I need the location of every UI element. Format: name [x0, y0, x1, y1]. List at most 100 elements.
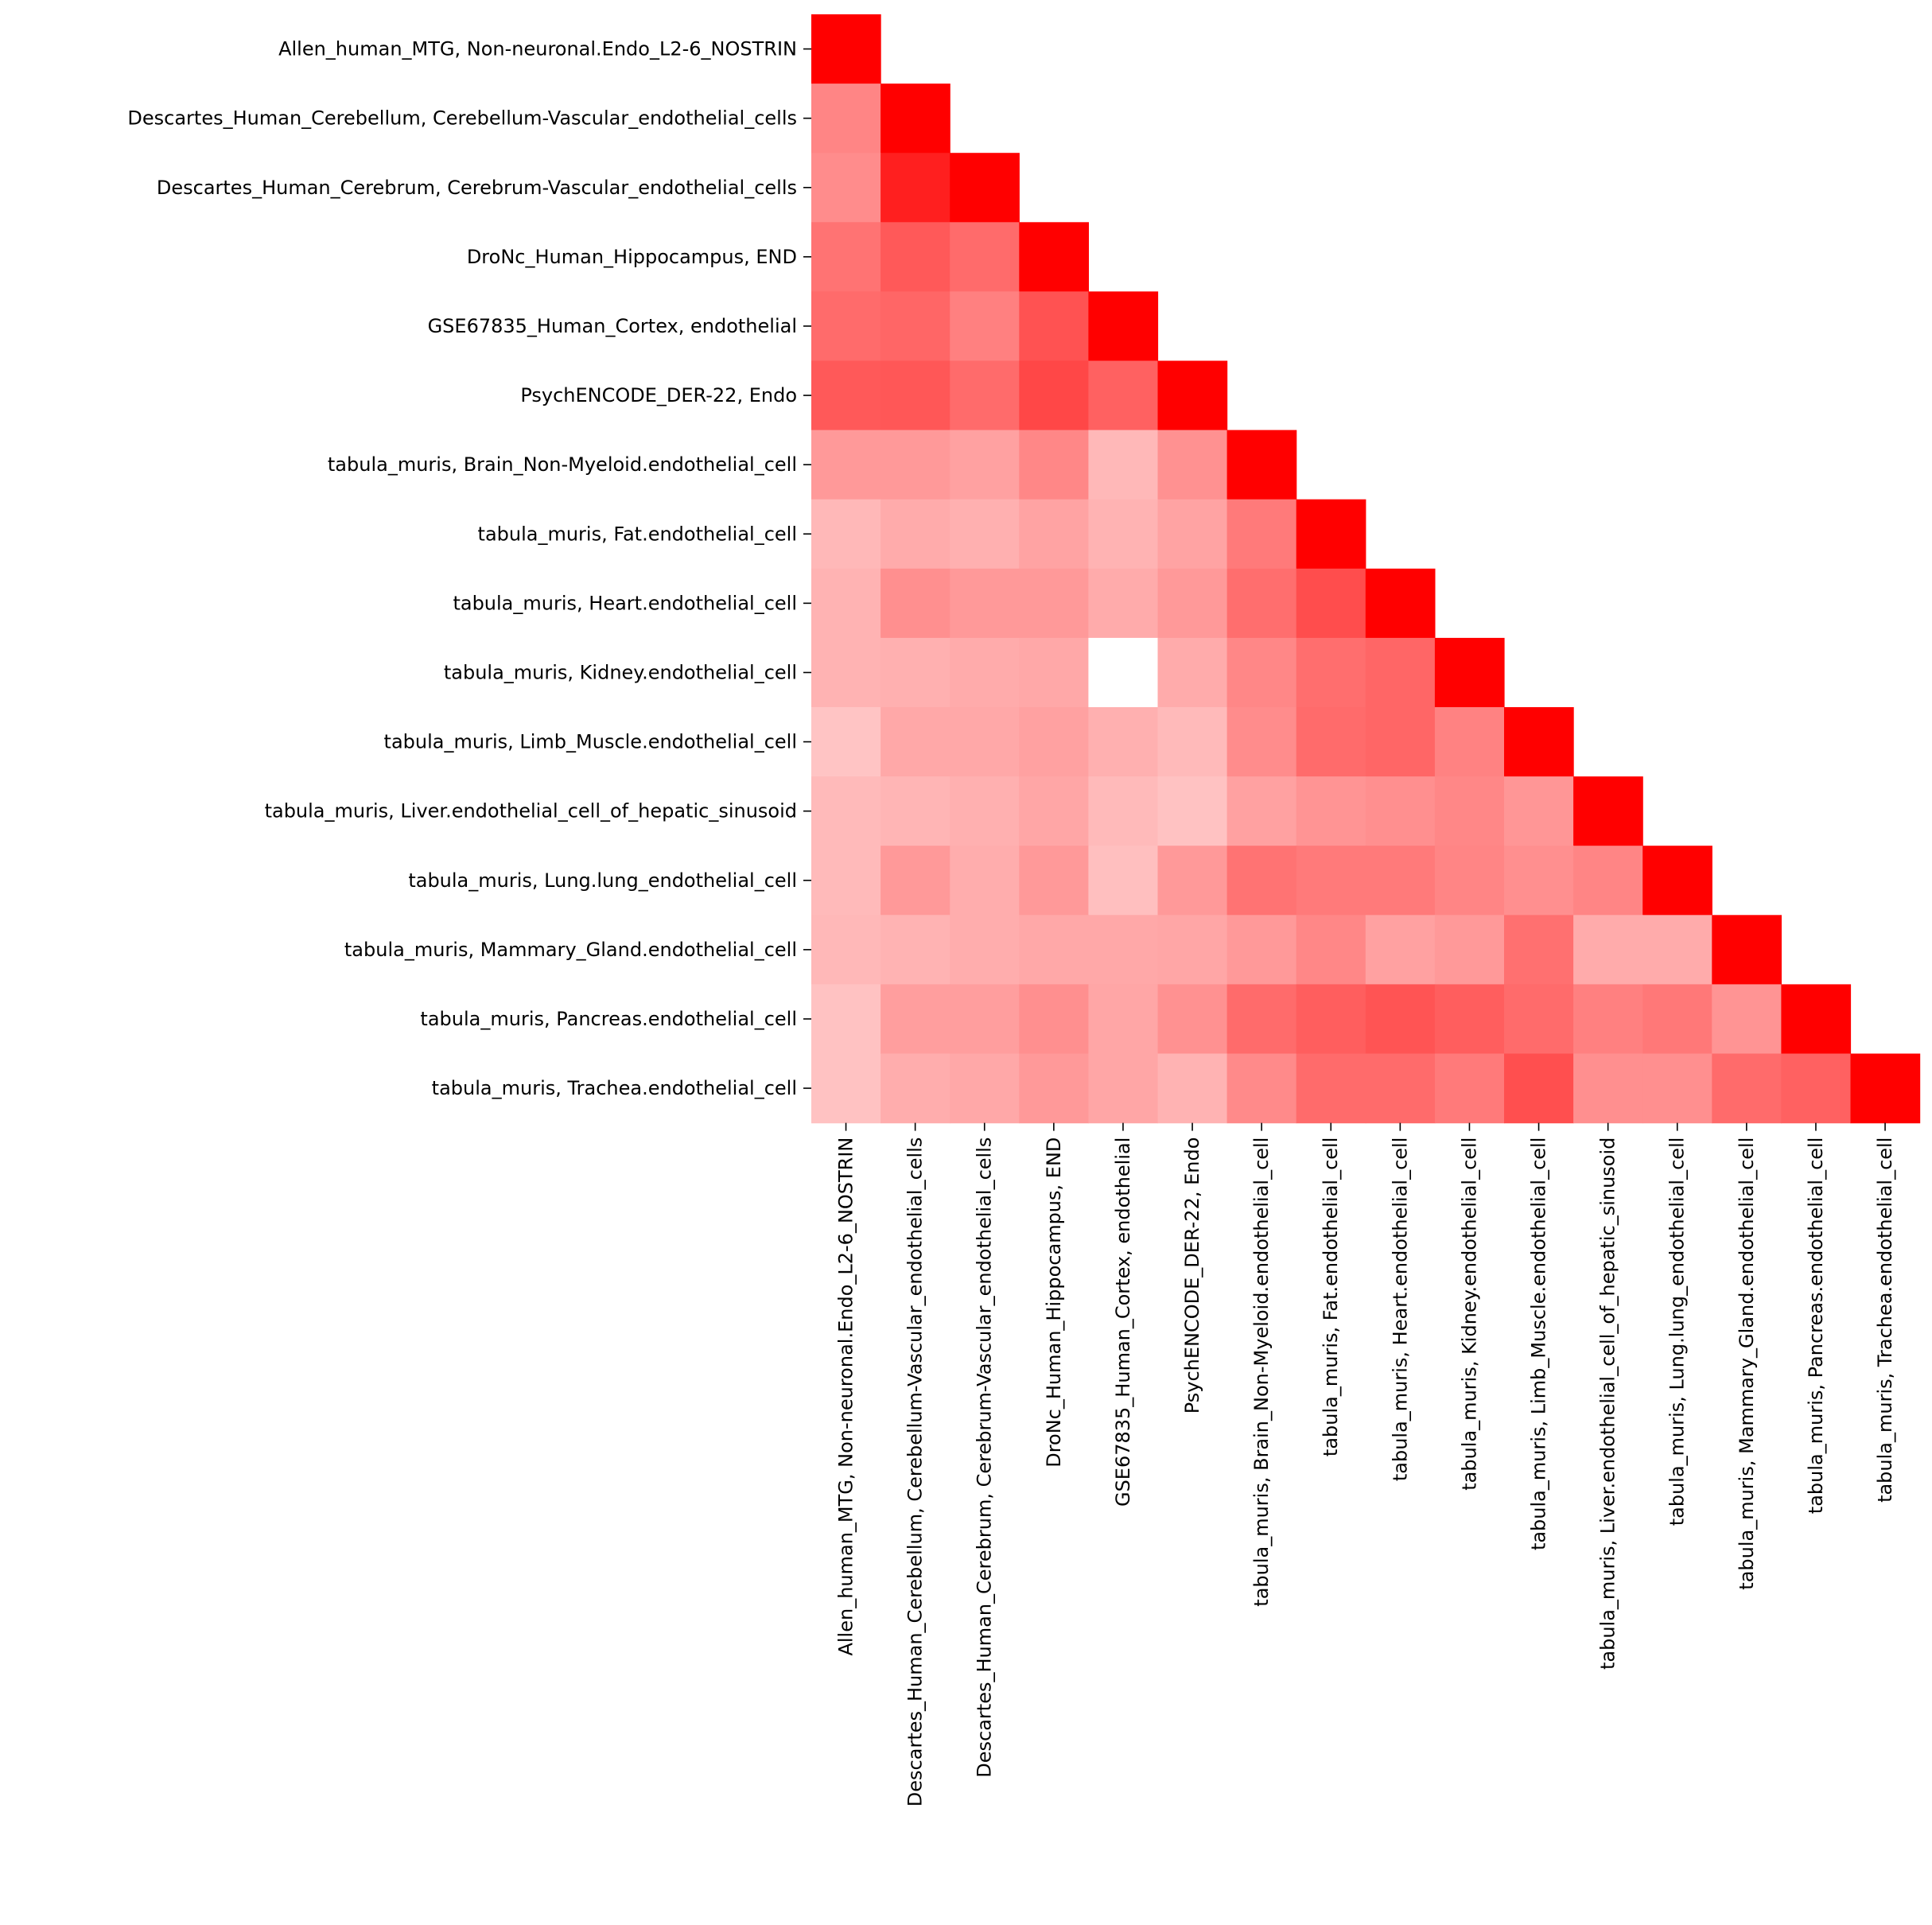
- heatmap-cell: [1365, 637, 1436, 708]
- heatmap-cell: [811, 84, 881, 154]
- heatmap-cell: [1642, 1053, 1712, 1124]
- heatmap-cell: [1157, 430, 1228, 500]
- heatmap-cell: [880, 84, 950, 154]
- heatmap-cell: [1434, 1053, 1505, 1124]
- heatmap-cell: [880, 846, 950, 916]
- heatmap-cell: [950, 222, 1020, 292]
- heatmap-cell: [1573, 915, 1643, 985]
- heatmap-cell: [1504, 1053, 1574, 1124]
- y-tick-label: tabula_muris, Kidney.endothelial_cell: [444, 661, 797, 683]
- heatmap-cell: [1226, 568, 1297, 639]
- heatmap-cell: [880, 707, 950, 777]
- x-tick-label: tabula_muris, Limb_Muscle.endothelial_ce…: [1528, 1138, 1550, 1550]
- heatmap-cell: [880, 984, 950, 1055]
- x-tick-label: tabula_muris, Lung.lung_endothelial_cell: [1666, 1138, 1689, 1526]
- y-tick-label: Descartes_Human_Cerebrum, Cerebrum-Vascu…: [157, 177, 797, 199]
- heatmap-cell: [1365, 568, 1436, 639]
- heatmap-cell: [1434, 776, 1505, 846]
- y-tick-label: tabula_muris, Heart.endothelial_cell: [453, 592, 797, 614]
- heatmap-cell: [811, 846, 881, 916]
- heatmap-cell: [1781, 1053, 1852, 1124]
- heatmap-cell: [1019, 776, 1089, 846]
- heatmap-cell: [1157, 707, 1228, 777]
- heatmap-cell: [1434, 915, 1505, 985]
- heatmap-cell: [1088, 568, 1159, 639]
- heatmap-cell: [1296, 568, 1366, 639]
- heatmap-cell: [1157, 984, 1228, 1055]
- heatmap-cell: [1434, 707, 1505, 777]
- heatmap-cell: [880, 568, 950, 639]
- heatmap-cell: [880, 776, 950, 846]
- heatmap-cell: [1850, 1053, 1921, 1124]
- heatmap-cell: [1365, 707, 1436, 777]
- heatmap-cell: [1226, 430, 1297, 500]
- heatmap-cell: [1088, 291, 1159, 362]
- x-tick-label: tabula_muris, Trachea.endothelial_cell: [1874, 1138, 1896, 1503]
- y-tick-label: tabula_muris, Liver.endothelial_cell_of_…: [265, 800, 797, 822]
- x-tick-label: tabula_muris, Liver.endothelial_cell_of_…: [1597, 1138, 1619, 1670]
- heatmap-cell: [950, 153, 1020, 223]
- y-tick-label: tabula_muris, Fat.endothelial_cell: [478, 523, 797, 545]
- heatmap-cell: [1573, 846, 1643, 916]
- heatmap-cell: [1157, 360, 1228, 431]
- y-tick-label: tabula_muris, Lung.lung_endothelial_cell: [408, 869, 797, 892]
- heatmap-cell: [880, 637, 950, 708]
- heatmap-cell: [1712, 984, 1782, 1055]
- x-axis-labels: Allen_human_MTG, Non-neuronal.Endo_L2-6_…: [835, 1122, 1896, 1807]
- heatmap-cell: [880, 915, 950, 985]
- heatmap-cell: [1781, 984, 1852, 1055]
- heatmap-cell: [1504, 846, 1574, 916]
- heatmap-cell: [1088, 499, 1159, 570]
- heatmap-cell: [1434, 637, 1505, 708]
- heatmap-cell: [1712, 915, 1782, 985]
- heatmap-cell: [1296, 915, 1366, 985]
- heatmap-cell: [1088, 776, 1159, 846]
- heatmap-cell: [1504, 776, 1574, 846]
- x-tick-label: Descartes_Human_Cerebrum, Cerebrum-Vascu…: [974, 1138, 996, 1778]
- heatmap-cell: [1365, 984, 1436, 1055]
- heatmap-cell: [1365, 1053, 1436, 1124]
- heatmap-cell: [950, 984, 1020, 1055]
- x-tick-label: tabula_muris, Mammary_Gland.endothelial_…: [1736, 1138, 1758, 1590]
- heatmap-cell: [1019, 291, 1089, 362]
- heatmap-cell: [880, 360, 950, 431]
- heatmap-cell: [1504, 915, 1574, 985]
- heatmap-cell: [880, 222, 950, 292]
- heatmap-cell: [1296, 637, 1366, 708]
- heatmap-cell: [1573, 776, 1643, 846]
- heatmap-cell: [880, 291, 950, 362]
- heatmap-cell: [1642, 846, 1712, 916]
- x-tick-label: DroNc_Human_Hippocampus, END: [1043, 1138, 1065, 1468]
- x-tick-label: tabula_muris, Heart.endothelial_cell: [1389, 1138, 1411, 1482]
- heatmap-cell: [1157, 776, 1228, 846]
- heatmap-cell: [1019, 637, 1089, 708]
- heatmap-cell: [811, 499, 881, 570]
- heatmap-cell: [950, 1053, 1020, 1124]
- heatmap-cell: [1296, 984, 1366, 1055]
- heatmap-cell: [1296, 846, 1366, 916]
- heatmap-cell: [950, 846, 1020, 916]
- heatmap-cell: [1019, 568, 1089, 639]
- heatmap-cell: [1019, 1053, 1089, 1124]
- heatmap-cell: [1226, 1053, 1297, 1124]
- y-tick-label: tabula_muris, Brain_Non-Myeloid.endothel…: [328, 453, 797, 476]
- y-tick-label: tabula_muris, Limb_Muscle.endothelial_ce…: [384, 731, 797, 753]
- heatmap-cell: [811, 568, 881, 639]
- heatmap-cell: [1365, 846, 1436, 916]
- heatmap-cell: [1157, 568, 1228, 639]
- heatmap-cell: [1019, 707, 1089, 777]
- heatmap-cell: [1019, 984, 1089, 1055]
- y-tick-label: tabula_muris, Trachea.endothelial_cell: [432, 1077, 797, 1099]
- x-tick-label: tabula_muris, Kidney.endothelial_cell: [1458, 1138, 1480, 1491]
- heatmap-cell: [880, 430, 950, 500]
- heatmap-cell: [880, 499, 950, 570]
- heatmap-cell: [811, 707, 881, 777]
- heatmap-cell: [1712, 1053, 1782, 1124]
- heatmap-cell: [1226, 776, 1297, 846]
- heatmap-cells: [811, 14, 1921, 1124]
- x-tick-label: tabula_muris, Brain_Non-Myeloid.endothel…: [1250, 1138, 1273, 1607]
- heatmap-cell: [950, 568, 1020, 639]
- x-tick-label: Descartes_Human_Cerebellum, Cerebellum-V…: [904, 1138, 927, 1807]
- heatmap-cell: [1642, 984, 1712, 1055]
- heatmap-cell: [1642, 915, 1712, 985]
